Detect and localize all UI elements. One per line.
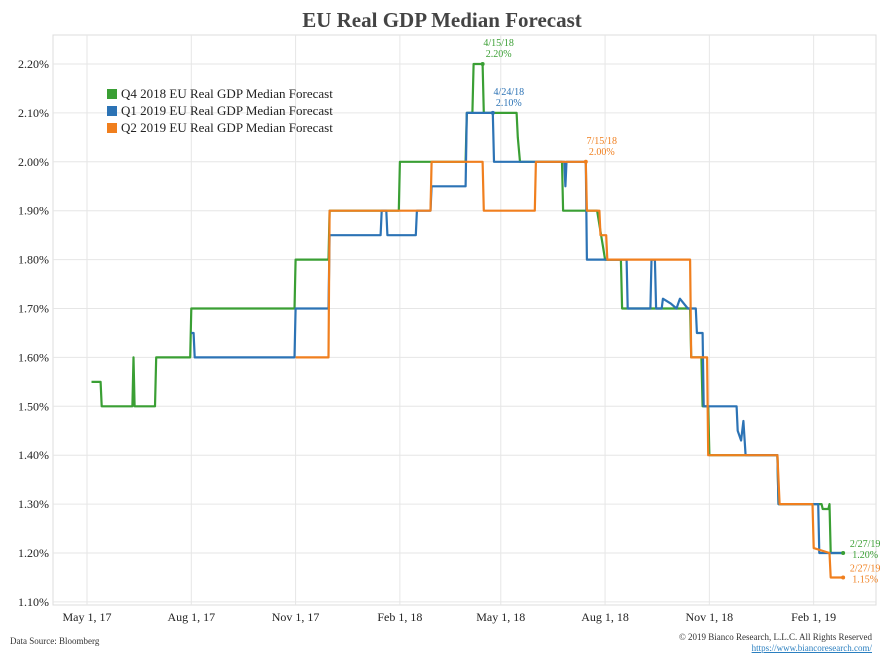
series-group <box>91 62 844 579</box>
annotation-date: 7/15/18 <box>587 136 618 147</box>
plot-frame <box>52 34 877 606</box>
annotation-marker <box>583 159 588 164</box>
annotation-date: 4/15/18 <box>483 38 514 49</box>
annotation-marker <box>480 62 485 66</box>
y-tick-label: 1.30% <box>18 497 49 511</box>
legend-label-0: Q4 2018 EU Real GDP Median Forecast <box>121 86 333 101</box>
annotation-marker <box>490 110 495 115</box>
legend-swatch-0 <box>107 89 117 99</box>
y-tick-label: 1.80% <box>18 253 49 267</box>
y-tick-label: 1.50% <box>18 399 49 413</box>
annotation-date: 4/24/18 <box>494 87 525 98</box>
y-tick-label: 2.10% <box>18 106 49 120</box>
x-tick-label: Aug 1, 18 <box>581 610 629 624</box>
series-line-1 <box>191 111 844 555</box>
y-tick-label: 2.00% <box>18 155 49 169</box>
x-tick-label: Feb 1, 18 <box>377 610 422 624</box>
x-tick-label: May 1, 18 <box>476 610 525 624</box>
annotation-group: 4/15/182.20% 4/24/182.10% 7/15/182.00% 2/27… <box>480 38 881 585</box>
y-tick-label: 1.40% <box>18 448 49 462</box>
legend-label-1: Q1 2019 EU Real GDP Median Forecast <box>121 103 333 118</box>
annotation-value: 2.00% <box>589 147 615 158</box>
website-link[interactable]: https://www.biancoresearch.com/ <box>751 643 872 653</box>
annotation-date: 2/27/19 <box>850 563 881 574</box>
annotation-date: 2/27/19 <box>850 539 881 550</box>
y-tick-label: 1.20% <box>18 546 49 560</box>
y-tick-label: 1.10% <box>18 595 49 609</box>
series-line-2 <box>295 160 844 579</box>
copyright-text: © 2019 Bianco Research, L.L.C. All Right… <box>678 632 872 642</box>
y-tick-label: 1.90% <box>18 204 49 218</box>
axes: 2.20% 2.10% 2.00% 1.90% 1.80% 1.70% 1.60% 1.50%… <box>18 57 836 624</box>
legend-swatch-2 <box>107 123 117 133</box>
legend: Q4 2018 EU Real GDP Median Forecast Q1 20… <box>107 86 333 135</box>
x-tick-label: Nov 1, 18 <box>686 610 734 624</box>
x-tick-label: May 1, 17 <box>63 610 112 624</box>
chart-title: EU Real GDP Median Forecast <box>302 8 582 32</box>
annotation-value: 2.20% <box>486 49 512 60</box>
x-tick-label: Aug 1, 17 <box>167 610 215 624</box>
legend-swatch-1 <box>107 106 117 116</box>
y-tick-label: 2.20% <box>18 57 49 71</box>
x-tick-label: Feb 1, 19 <box>791 610 836 624</box>
data-source: Data Source: Bloomberg <box>10 636 100 646</box>
y-tick-label: 1.60% <box>18 350 49 364</box>
annotation-marker <box>841 575 846 580</box>
legend-label-2: Q2 2019 EU Real GDP Median Forecast <box>121 120 333 135</box>
annotation-value: 1.15% <box>852 574 878 585</box>
annotation-value: 2.10% <box>496 98 522 109</box>
grid-lines <box>52 34 877 606</box>
y-tick-label: 1.70% <box>18 302 49 316</box>
annotation-value: 1.20% <box>852 550 878 561</box>
x-tick-label: Nov 1, 17 <box>272 610 320 624</box>
copyright-block: © 2019 Bianco Research, L.L.C. All Right… <box>679 632 872 654</box>
annotation-marker <box>841 551 846 555</box>
